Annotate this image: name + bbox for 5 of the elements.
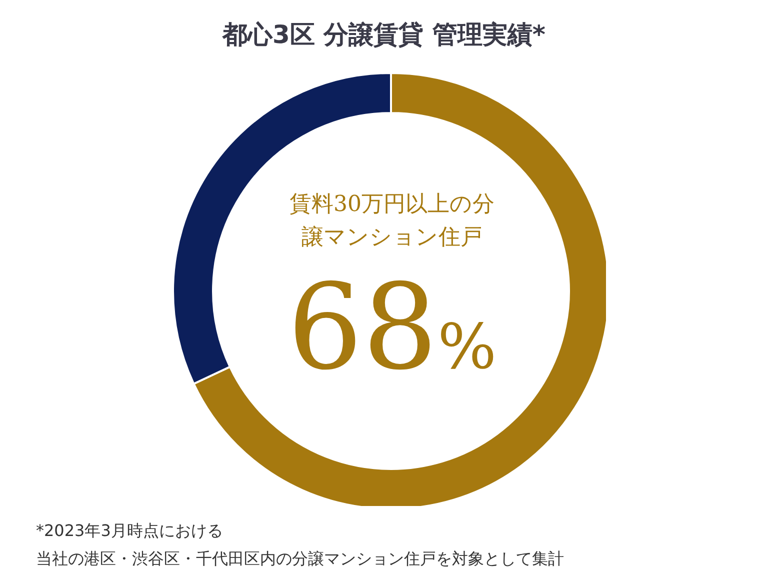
chart-title: 都心3区 分譲賃貸 管理実績* [221,19,546,51]
text: 当社の港区・渋谷区・千代田区内の分譲マンション住戸を対象として集計 [36,548,564,570]
text: *2023年3月時点における [36,520,223,542]
data-label: 68% [287,258,497,396]
slice-label: 賃料30万円以上の分譲マンション住戸 [289,191,495,252]
